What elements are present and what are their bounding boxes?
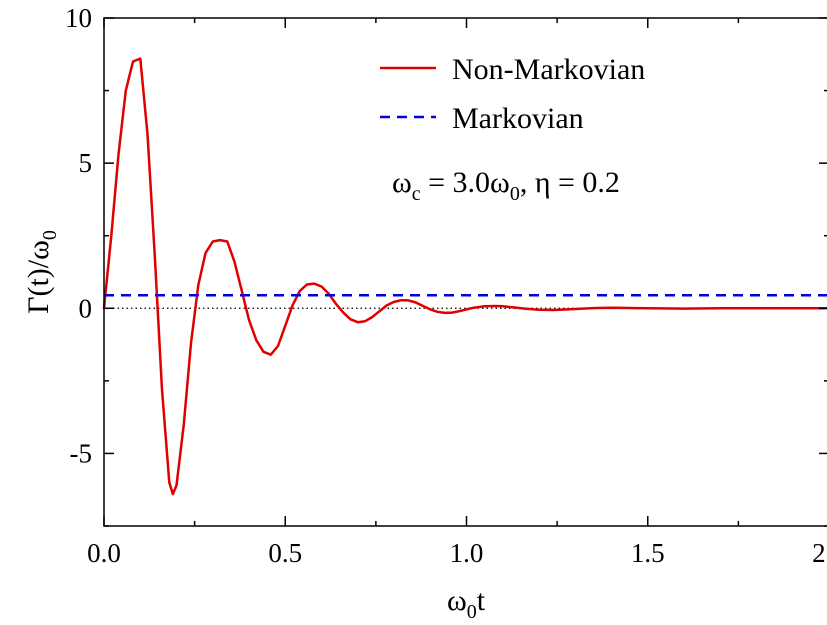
legend: Non-Markovian Markovian	[380, 53, 645, 135]
series-line-non-markovian	[102, 57, 827, 496]
x-tick-label: 1.0	[450, 538, 484, 568]
parameter-annotation: ωc = 3.0ω0, η = 0.2	[392, 166, 620, 205]
y-tick-label: 0	[79, 293, 93, 323]
x-tick-label: 0.5	[268, 538, 302, 568]
plot-frame	[103, 17, 827, 527]
x-tick-label: 2.0	[812, 538, 827, 568]
legend-label-non-markovian: Non-Markovian	[452, 53, 645, 86]
x-axis-title: ω0t	[447, 584, 486, 623]
tick-labels-layer: 0.0 0.5 1.0 1.5 2.0 10 5 0 -5	[65, 3, 827, 568]
y-tick-label: 5	[79, 148, 93, 178]
y-tick-label: 10	[65, 3, 92, 33]
legend-label-markovian: Markovian	[452, 102, 584, 135]
y-axis-title: Γ(t)/ω0	[22, 230, 61, 314]
y-tick-label: -5	[70, 438, 93, 468]
series-layer	[102, 57, 827, 496]
x-tick-label: 1.5	[631, 538, 665, 568]
x-tick-label: 0.0	[87, 538, 121, 568]
ticks-layer	[103, 17, 827, 527]
